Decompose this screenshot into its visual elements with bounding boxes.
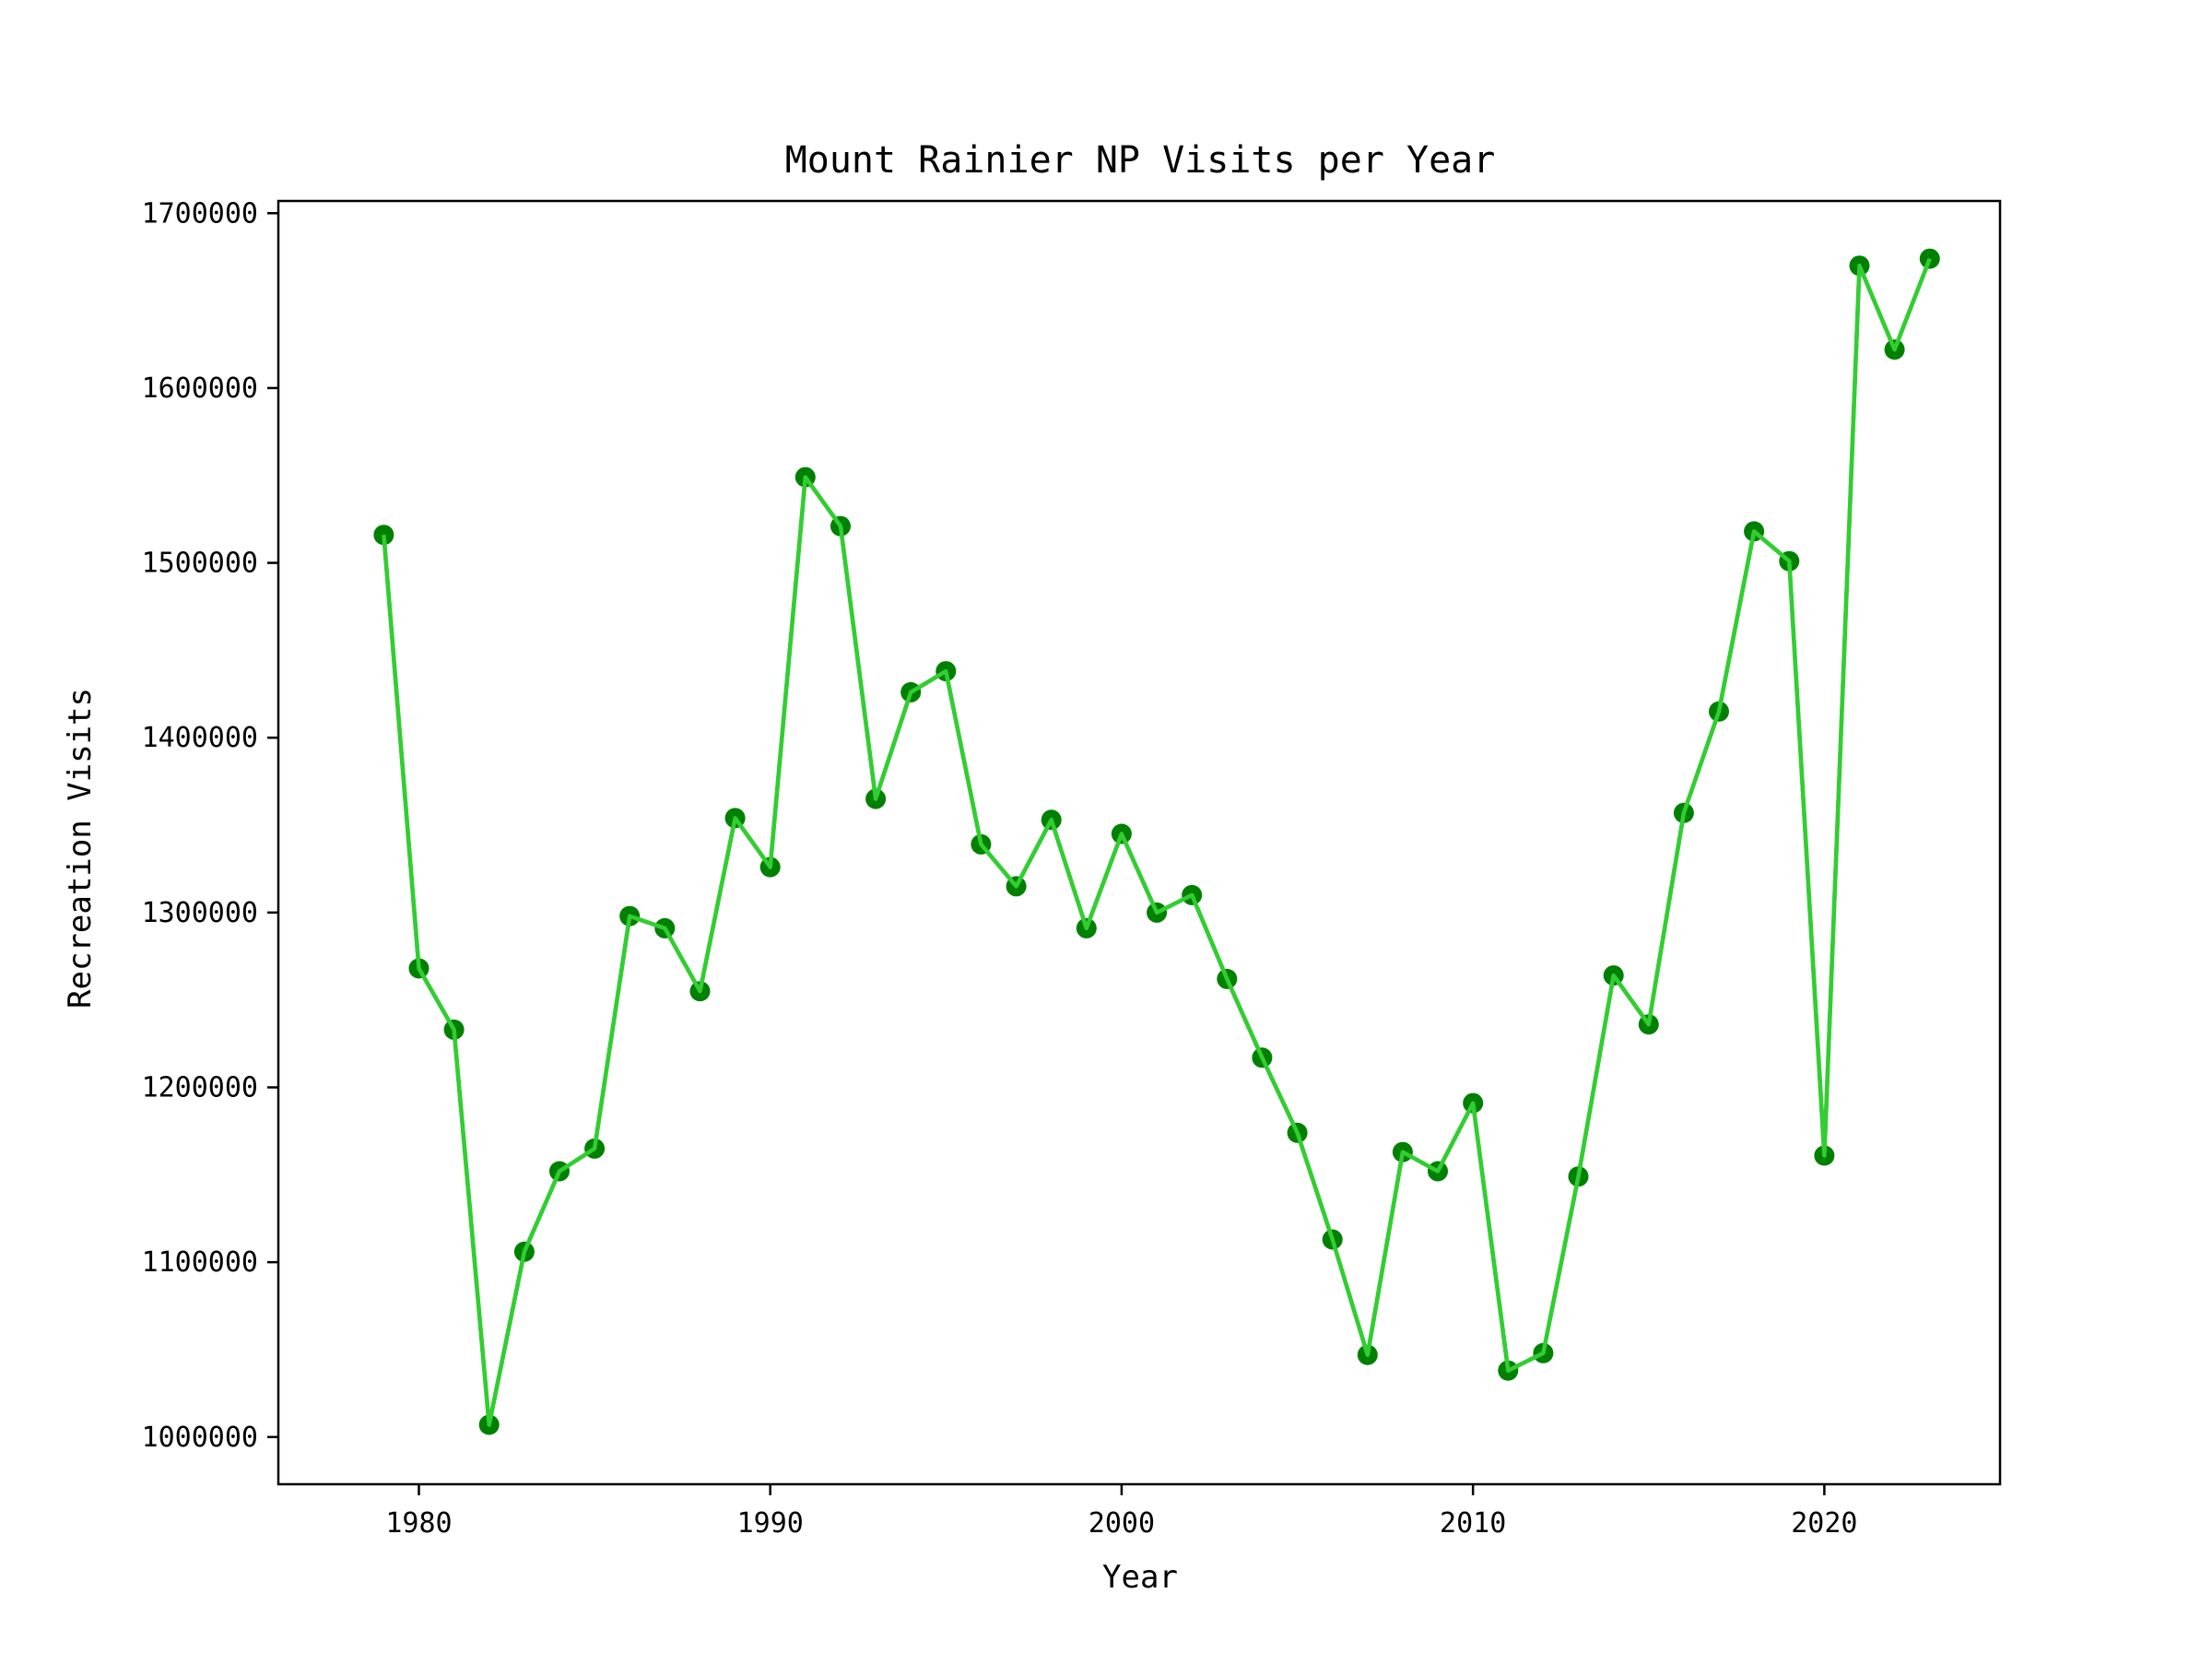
x-tick-label: 2000 bbox=[1088, 1507, 1155, 1540]
y-axis: 1000000 1100000 1200000 1300000 1400000 15000… bbox=[142, 197, 278, 1454]
series-markers bbox=[373, 248, 1940, 1435]
axes-frame bbox=[276, 199, 2002, 1486]
plot-area bbox=[373, 248, 1940, 1435]
x-axis-label: Year bbox=[1102, 1559, 1178, 1596]
x-tick-label: 1990 bbox=[737, 1507, 804, 1540]
y-tick-label: 1000000 bbox=[142, 1422, 258, 1454]
y-tick-label: 1500000 bbox=[142, 548, 258, 580]
y-tick-label: 1600000 bbox=[142, 372, 258, 405]
x-tick-label: 2010 bbox=[1440, 1507, 1506, 1540]
y-tick-label: 1400000 bbox=[142, 722, 258, 754]
series-line-overlay bbox=[382, 257, 1932, 1427]
x-tick-label: 2020 bbox=[1791, 1507, 1857, 1540]
x-tick-label: 1980 bbox=[385, 1507, 452, 1540]
x-axis: 1980 1990 2000 2010 2020 bbox=[385, 1484, 1858, 1540]
y-tick-label: 1700000 bbox=[142, 197, 258, 230]
y-tick-label: 1300000 bbox=[142, 897, 258, 929]
chart-title: Mount Rainier NP Visits per Year bbox=[785, 139, 1496, 182]
y-tick-label: 1200000 bbox=[142, 1072, 258, 1104]
y-tick-label: 1100000 bbox=[142, 1246, 258, 1279]
y-axis-label: Recreation Visits bbox=[62, 688, 99, 1009]
